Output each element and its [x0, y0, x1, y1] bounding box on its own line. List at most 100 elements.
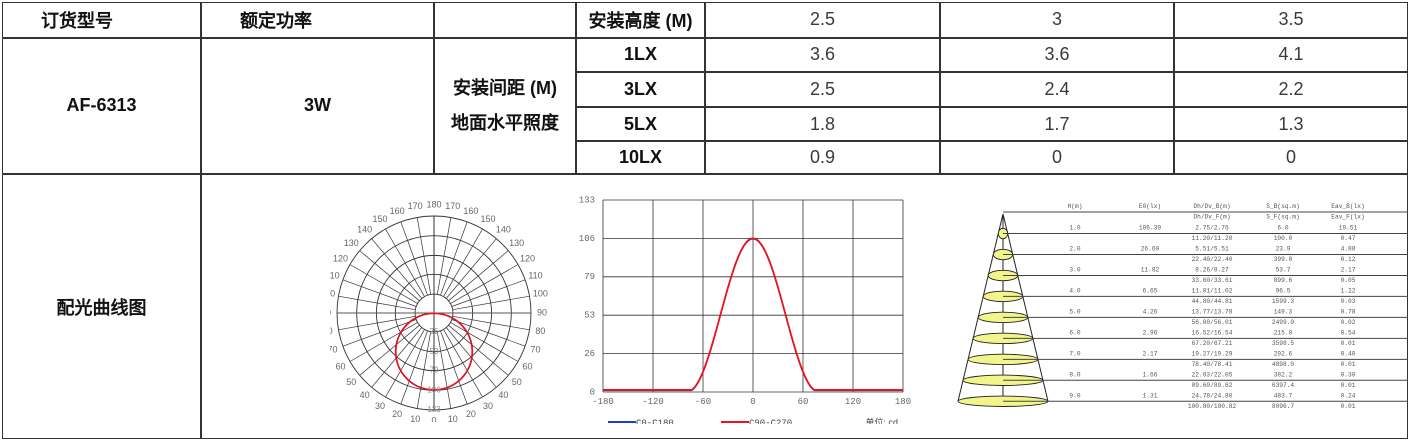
svg-text:89.60/89.62: 89.60/89.62	[1192, 382, 1233, 389]
svg-text:6397.4: 6397.4	[1272, 382, 1295, 389]
svg-text:2.0: 2.0	[1069, 246, 1080, 253]
svg-text:150: 150	[480, 214, 495, 224]
svg-text:Dh/Dv_F(m): Dh/Dv_F(m)	[1193, 214, 1230, 221]
svg-text:8.0: 8.0	[1069, 372, 1080, 379]
svg-text:4.0: 4.0	[1069, 288, 1080, 295]
svg-text:0.24: 0.24	[1341, 393, 1356, 400]
svg-text:60: 60	[335, 361, 345, 371]
svg-text:60: 60	[798, 397, 809, 407]
svg-text:2.17: 2.17	[1341, 267, 1356, 274]
svg-text:5.51/5.51: 5.51/5.51	[1195, 246, 1229, 253]
svg-text:Eav_B(lx): Eav_B(lx)	[1331, 203, 1364, 210]
svg-text:19.51: 19.51	[1339, 225, 1358, 232]
svg-text:2.96: 2.96	[1143, 330, 1158, 337]
svg-text:E0(lx): E0(lx)	[1139, 203, 1161, 210]
svg-text:110: 110	[528, 270, 542, 280]
svg-text:1.0: 1.0	[1069, 225, 1080, 232]
svg-text:6.0: 6.0	[1277, 225, 1288, 232]
svg-text:78.40/78.41: 78.40/78.41	[1192, 361, 1233, 368]
svg-text:56.00/56.01: 56.00/56.01	[1192, 319, 1233, 326]
svg-text:180: 180	[895, 397, 911, 407]
svg-text:133: 133	[427, 405, 441, 414]
svg-text:120: 120	[520, 253, 535, 263]
svg-text:0.01: 0.01	[1341, 403, 1356, 410]
svg-text:11.20/11.20: 11.20/11.20	[1192, 235, 1233, 242]
svg-text:4.88: 4.88	[1341, 246, 1356, 253]
svg-text:24.78/24.80: 24.78/24.80	[1192, 393, 1233, 400]
svg-text:40: 40	[360, 390, 370, 400]
svg-text:3.0: 3.0	[1069, 267, 1080, 274]
svg-text:9.0: 9.0	[1069, 393, 1080, 400]
svg-text:16.52/16.54: 16.52/16.54	[1192, 330, 1233, 337]
svg-text:70: 70	[330, 344, 338, 354]
svg-text:0.30: 0.30	[1341, 372, 1356, 379]
svg-text:26: 26	[430, 327, 439, 336]
svg-text:0.78: 0.78	[1341, 309, 1356, 316]
svg-text:53.7: 53.7	[1276, 267, 1291, 274]
svg-text:100: 100	[533, 289, 548, 299]
svg-text:10: 10	[410, 414, 420, 422]
svg-text:13.77/13.78: 13.77/13.78	[1192, 309, 1233, 316]
svg-text:160: 160	[463, 206, 478, 216]
svg-text:Eav_F(lx): Eav_F(lx)	[1331, 214, 1364, 221]
svg-text:11.82: 11.82	[1141, 267, 1160, 274]
svg-text:8096.7: 8096.7	[1272, 403, 1295, 410]
svg-text:0: 0	[590, 387, 595, 397]
svg-text:S_F(sq.m): S_F(sq.m)	[1266, 214, 1299, 221]
svg-text:0.03: 0.03	[1341, 298, 1356, 305]
svg-text:53: 53	[430, 347, 439, 356]
svg-text:2499.0: 2499.0	[1272, 319, 1295, 326]
svg-text:0.05: 0.05	[1341, 277, 1356, 284]
svg-text:40: 40	[498, 390, 508, 400]
svg-text:0: 0	[431, 415, 436, 422]
svg-text:399.8: 399.8	[1274, 256, 1293, 263]
svg-text:140: 140	[357, 225, 372, 235]
svg-text:2.75/2.76: 2.75/2.76	[1195, 225, 1229, 232]
svg-text:160: 160	[390, 206, 405, 216]
svg-text:170: 170	[445, 201, 460, 211]
svg-text:79: 79	[430, 366, 439, 375]
svg-text:382.2: 382.2	[1274, 372, 1293, 379]
svg-text:0.01: 0.01	[1341, 340, 1356, 347]
svg-text:79: 79	[584, 272, 595, 282]
svg-text:22.40/22.40: 22.40/22.40	[1192, 256, 1233, 263]
svg-text:483.7: 483.7	[1274, 393, 1293, 400]
svg-text:0.40: 0.40	[1341, 351, 1356, 358]
svg-text:6.0: 6.0	[1069, 330, 1080, 337]
svg-text:19.27/19.29: 19.27/19.29	[1192, 351, 1233, 358]
svg-text:0: 0	[750, 397, 755, 407]
svg-text:C0-C180: C0-C180	[636, 418, 674, 424]
svg-text:80: 80	[535, 326, 545, 336]
svg-text:10: 10	[448, 414, 458, 422]
svg-text:0.47: 0.47	[1341, 235, 1356, 242]
svg-text:-120: -120	[642, 397, 664, 407]
svg-text:11.01/11.02: 11.01/11.02	[1192, 288, 1233, 295]
svg-text:0.01: 0.01	[1341, 361, 1356, 368]
svg-text:33.60/33.61: 33.60/33.61	[1192, 277, 1233, 284]
svg-text:50: 50	[346, 377, 356, 387]
svg-text:100.80/100.82: 100.80/100.82	[1188, 403, 1237, 410]
svg-text:130: 130	[344, 238, 359, 248]
svg-text:C90-C270: C90-C270	[749, 418, 792, 424]
svg-text:Dh/Dv_B(m): Dh/Dv_B(m)	[1193, 203, 1230, 210]
svg-text:140: 140	[496, 225, 511, 235]
svg-text:44.80/44.81: 44.80/44.81	[1192, 298, 1233, 305]
svg-text:30: 30	[483, 401, 493, 411]
svg-text:150: 150	[372, 214, 387, 224]
svg-text:100: 100	[330, 289, 335, 299]
svg-text:180: 180	[426, 199, 441, 209]
svg-text:22.03/22.05: 22.03/22.05	[1192, 372, 1233, 379]
svg-text:110: 110	[330, 270, 340, 280]
svg-text:-60: -60	[695, 397, 711, 407]
svg-text:20: 20	[392, 409, 402, 419]
svg-text:170: 170	[408, 201, 423, 211]
svg-text:106.39: 106.39	[1139, 225, 1162, 232]
svg-text:1.66: 1.66	[1143, 372, 1158, 379]
svg-text:292.6: 292.6	[1274, 351, 1293, 358]
svg-text:5.0: 5.0	[1069, 309, 1080, 316]
svg-text:106: 106	[427, 385, 441, 394]
svg-text:4.26: 4.26	[1143, 309, 1158, 316]
svg-text:0.12: 0.12	[1341, 256, 1356, 263]
svg-text:7.0: 7.0	[1069, 351, 1080, 358]
svg-text:3598.5: 3598.5	[1272, 340, 1295, 347]
